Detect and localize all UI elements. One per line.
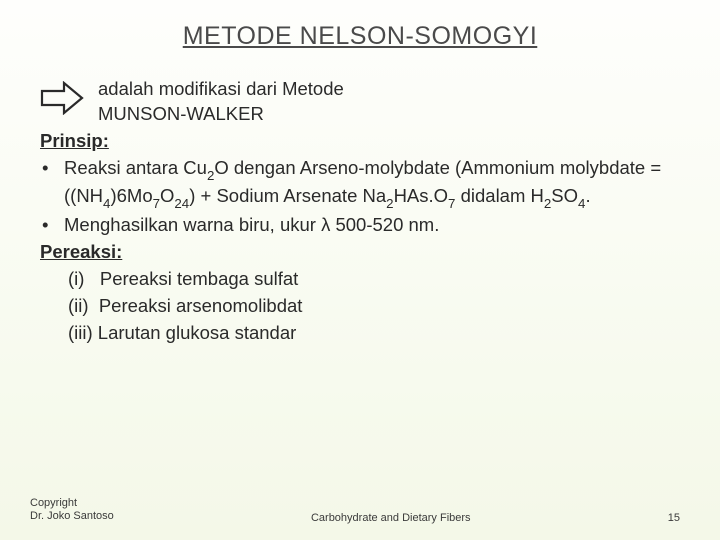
footer-copyright: Copyright Dr. Joko Santoso — [30, 497, 114, 525]
bullet-icon: • — [40, 213, 64, 238]
intro-line-1: adalah modifikasi dari Metode — [98, 77, 680, 102]
reagent-3: (iii) Larutan glukosa standar — [40, 321, 680, 346]
prinsip-bullet-2: • Menghasilkan warna biru, ukur λ 500-52… — [40, 213, 680, 238]
bullet-icon: • — [40, 156, 64, 181]
prinsip-bullet-1-text: Reaksi antara Cu2O dengan Arseno-molybda… — [64, 156, 680, 211]
pereaksi-label: Pereaksi: — [40, 240, 680, 265]
footer-title: Carbohydrate and Dietary Fibers — [114, 512, 668, 524]
arrow-right-icon — [40, 81, 84, 122]
page-number: 15 — [668, 512, 680, 524]
intro-line-2: MUNSON-WALKER — [98, 102, 680, 127]
intro-text: adalah modifikasi dari Metode MUNSON-WAL… — [98, 77, 680, 127]
prinsip-bullet-1: • Reaksi antara Cu2O dengan Arseno-molyb… — [40, 156, 680, 211]
slide-content: adalah modifikasi dari Metode MUNSON-WAL… — [0, 51, 720, 346]
reagent-2: (ii) Pereaksi arsenomolibdat — [40, 294, 680, 319]
copyright-line-1: Copyright — [30, 497, 114, 511]
prinsip-label: Prinsip: — [40, 129, 680, 154]
intro-row: adalah modifikasi dari Metode MUNSON-WAL… — [40, 77, 680, 127]
slide-footer: Copyright Dr. Joko Santoso Carbohydrate … — [0, 497, 720, 525]
copyright-line-2: Dr. Joko Santoso — [30, 510, 114, 524]
reagent-1: (i) Pereaksi tembaga sulfat — [40, 267, 680, 292]
prinsip-bullet-2-text: Menghasilkan warna biru, ukur λ 500-520 … — [64, 213, 680, 238]
slide-title: METODE NELSON-SOMOGYI — [0, 0, 720, 51]
